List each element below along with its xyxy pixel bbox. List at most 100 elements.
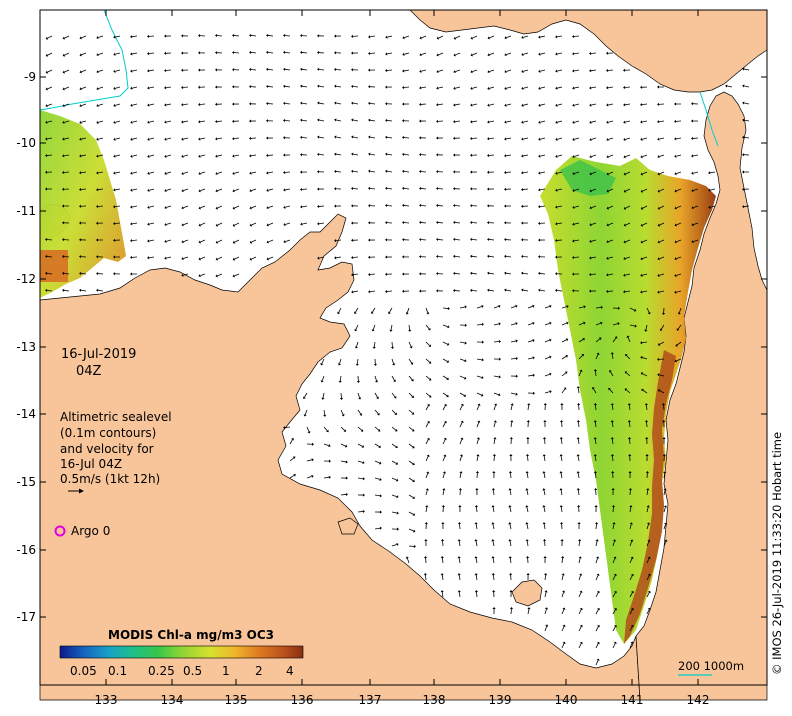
velocity-arrow xyxy=(693,205,699,209)
velocity-arrow-head xyxy=(62,53,66,57)
velocity-arrow xyxy=(591,205,597,209)
velocity-arrow-head xyxy=(549,390,552,394)
velocity-arrow xyxy=(544,609,547,615)
velocity-arrow-head xyxy=(538,255,541,259)
velocity-arrow-head xyxy=(538,69,541,73)
velocity-arrow-head xyxy=(640,189,644,193)
velocity-arrow-head xyxy=(613,624,617,628)
velocity-arrow-head xyxy=(582,338,585,341)
velocity-arrow-head xyxy=(249,206,252,210)
velocity-arrow xyxy=(454,120,461,123)
velocity-arrow xyxy=(441,591,444,598)
velocity-arrow-head xyxy=(96,288,99,292)
velocity-arrow-head xyxy=(594,488,598,491)
velocity-arrow xyxy=(574,188,580,191)
velocity-arrow xyxy=(250,35,257,37)
velocity-arrow xyxy=(509,524,512,530)
velocity-arrow xyxy=(676,239,682,243)
velocity-arrow xyxy=(629,592,633,598)
velocity-arrow-head xyxy=(79,70,82,74)
velocity-arrow xyxy=(489,35,495,39)
velocity-arrow-head xyxy=(579,641,583,645)
velocity-arrow xyxy=(442,439,446,445)
velocity-arrow xyxy=(97,289,104,292)
velocity-arrow xyxy=(595,541,598,547)
velocity-arrow xyxy=(199,103,206,105)
velocity-arrow xyxy=(540,120,546,123)
velocity-arrow-head xyxy=(475,471,480,474)
x-tick-label: 141 xyxy=(620,693,644,707)
velocity-arrow-head xyxy=(640,372,644,376)
velocity-arrow-head xyxy=(402,85,405,90)
velocity-arrow-head xyxy=(538,205,541,209)
velocity-arrow xyxy=(459,473,462,479)
velocity-arrow-head xyxy=(249,50,252,55)
velocity-arrow-head xyxy=(661,403,666,406)
velocity-arrow xyxy=(523,289,529,292)
velocity-arrow xyxy=(540,35,546,38)
velocity-arrow xyxy=(472,69,478,73)
velocity-arrow-head xyxy=(358,397,362,400)
velocity-arrow-head xyxy=(392,363,396,366)
velocity-arrow-head xyxy=(555,35,558,39)
velocity-arrow-head xyxy=(424,522,428,525)
y-tick-label: -16 xyxy=(16,543,36,557)
velocity-arrow xyxy=(114,222,121,224)
velocity-arrow xyxy=(526,473,529,479)
velocity-arrow xyxy=(493,392,499,396)
velocity-arrow-head xyxy=(79,171,82,175)
velocity-arrow-head xyxy=(419,153,422,157)
velocity-arrow-head xyxy=(576,420,580,423)
velocity-arrow-head xyxy=(640,103,643,107)
x-tick-label: 135 xyxy=(224,693,248,707)
velocity-arrow-head xyxy=(609,369,612,373)
velocity-arrow-head xyxy=(606,240,609,244)
velocity-arrow xyxy=(386,187,393,190)
velocity-arrow xyxy=(374,443,380,447)
velocity-arrow xyxy=(476,439,479,445)
velocity-arrow-head xyxy=(436,36,440,40)
map-date: 16-Jul-2019 xyxy=(61,347,137,362)
velocity-arrow xyxy=(267,68,274,71)
velocity-arrow-head xyxy=(460,403,464,407)
velocity-arrow xyxy=(744,119,750,122)
velocity-arrow-head xyxy=(249,102,252,106)
velocity-arrow-head xyxy=(266,33,269,38)
velocity-arrow-head xyxy=(62,221,65,225)
velocity-arrow xyxy=(574,239,580,242)
velocity-arrow-head xyxy=(215,257,219,261)
velocity-arrow-head xyxy=(674,359,677,363)
velocity-arrow-head xyxy=(249,223,253,227)
velocity-arrow xyxy=(289,439,293,445)
velocity-arrow xyxy=(591,171,597,175)
velocity-arrow-head xyxy=(606,206,610,210)
velocity-arrow xyxy=(321,375,325,381)
boundary-line-ne xyxy=(699,91,719,147)
velocity-arrow xyxy=(183,171,189,174)
velocity-arrow-head xyxy=(664,522,668,525)
velocity-arrow-head xyxy=(385,169,388,173)
velocity-arrow-head xyxy=(521,52,524,56)
velocity-arrow-head xyxy=(504,120,507,124)
velocity-arrow-head xyxy=(266,84,269,89)
velocity-arrow xyxy=(389,307,393,313)
velocity-arrow xyxy=(340,460,346,463)
velocity-arrow xyxy=(353,119,359,122)
velocity-arrow xyxy=(522,256,529,258)
velocity-arrow xyxy=(625,239,631,243)
velocity-arrow-head xyxy=(79,271,82,276)
velocity-arrow xyxy=(642,154,648,158)
velocity-arrow xyxy=(64,86,70,90)
velocity-arrows xyxy=(45,33,750,666)
velocity-arrow xyxy=(591,188,597,192)
velocity-arrow-head xyxy=(351,273,354,277)
velocity-arrow-head xyxy=(453,153,456,157)
velocity-arrow-head xyxy=(232,154,235,158)
colorbar-title: MODIS Chl-a mg/m3 OC3 xyxy=(108,628,274,642)
velocity-arrow xyxy=(251,205,257,209)
velocity-arrow-head xyxy=(283,118,286,123)
velocity-arrow-head xyxy=(596,658,600,662)
velocity-arrow xyxy=(250,52,257,54)
velocity-arrow-head xyxy=(181,137,184,141)
velocity-arrow xyxy=(454,222,461,224)
